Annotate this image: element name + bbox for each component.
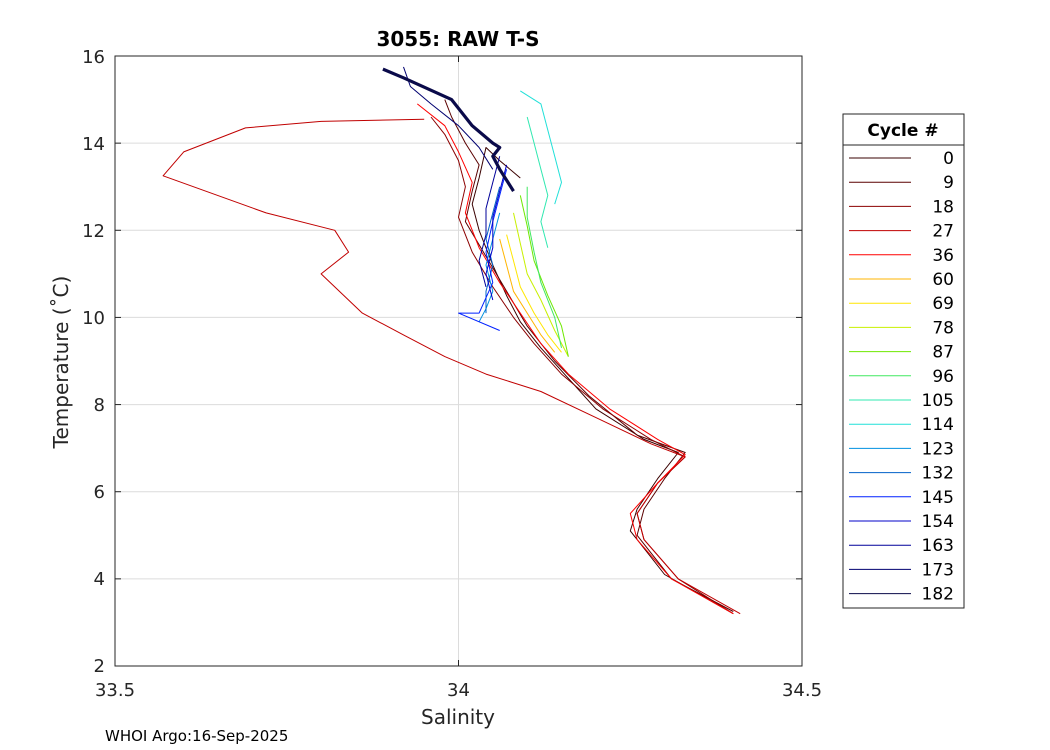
legend-label: 154 (922, 512, 954, 532)
series-group (162, 66, 741, 615)
series-line-cycle-78 (513, 212, 569, 357)
series-line-cycle-87 (519, 195, 569, 357)
chart-title: 3055: RAW T-S (376, 27, 539, 51)
series-line-cycle-132 (485, 186, 501, 314)
legend-label: 9 (943, 173, 954, 193)
y-tick-label: 12 (82, 221, 105, 242)
axis-ticks (114, 55, 803, 667)
legend-label: 27 (932, 222, 954, 242)
x-tick-label: 34.5 (782, 680, 822, 701)
legend-entries: 0 9 18 27 36 60 69 78 87 96 105 114 123 132 145 154 163 1… (849, 149, 954, 605)
y-tick-label: 16 (82, 47, 105, 68)
legend-title: Cycle # (867, 121, 938, 141)
y-tick-label: 2 (94, 656, 105, 677)
legend: Cycle # 0 9 18 27 36 60 69 78 87 96 105 114 123 132 14… (842, 113, 965, 609)
legend-label: 18 (932, 197, 954, 217)
y-tick-label: 14 (82, 134, 105, 155)
series-line-cycle-96 (526, 186, 562, 349)
legend-label: 36 (932, 246, 954, 266)
legend-label: 0 (943, 149, 954, 169)
legend-label: 87 (932, 343, 954, 363)
series-line-cycle-173 (403, 66, 494, 170)
y-tick-label: 10 (82, 308, 105, 329)
footer-credit: WHOI Argo:16-Sep-2025 (105, 727, 288, 745)
series-line-cycle-27 (162, 118, 741, 615)
x-tick-label: 34 (447, 680, 470, 701)
series-line-cycle-69 (506, 234, 562, 353)
legend-label: 69 (932, 294, 954, 314)
series-line-cycle-114 (520, 90, 562, 205)
series-line-cycle-60 (499, 238, 556, 353)
series-line-cycle-182 (382, 67, 515, 192)
series-line-cycle-36 (416, 103, 734, 615)
y-axis-label: Temperature (˚C) (49, 276, 73, 450)
legend-label: 145 (922, 488, 954, 508)
legend-label: 114 (922, 415, 954, 435)
y-tick-label: 8 (94, 395, 105, 416)
legend-label: 96 (932, 367, 954, 387)
legend-label: 105 (922, 391, 954, 411)
legend-label: 78 (932, 318, 954, 338)
series-line-cycle-154 (485, 164, 508, 301)
legend-label: 173 (922, 560, 954, 580)
legend-label: 60 (932, 270, 954, 290)
y-tick-label: 4 (94, 569, 105, 590)
series-line-cycle-145 (458, 169, 508, 331)
legend-label: 163 (922, 536, 954, 556)
legend-box (842, 113, 965, 609)
legend-label: 132 (922, 464, 954, 484)
series-line-cycle-0 (471, 147, 734, 615)
legend-label: 182 (922, 585, 954, 605)
series-line-cycle-105 (526, 116, 549, 248)
x-axis-label: Salinity (421, 705, 495, 729)
legend-label: 123 (922, 439, 954, 459)
x-tick-label: 33.5 (95, 680, 135, 701)
y-tick-label: 6 (94, 482, 105, 503)
series-line-cycle-163 (478, 156, 501, 288)
